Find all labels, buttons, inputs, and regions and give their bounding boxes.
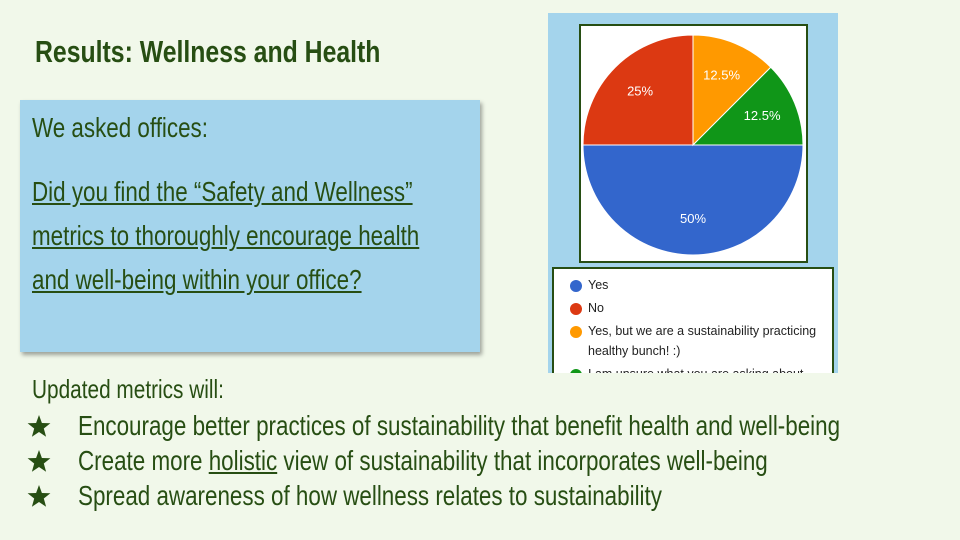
star [27,415,51,437]
legend-swatch [570,326,582,338]
pie-chart: 50% 25% 12.5% 12.5% Yes No Yes, but we are a s… [552,24,834,391]
question-text: Did you find the “Safety and Wellness” m… [32,176,420,295]
question-intro: We asked offices: [32,112,208,143]
slice-label: 25% [627,84,653,99]
legend-swatch [570,303,582,315]
slide-title: Results: Wellness and Health [35,34,381,69]
bullet-text: Create more holistic view of sustainabil… [78,445,768,477]
pie-slice [692,34,772,147]
bullet-text-part: Spread awareness of how wellness relates… [78,480,662,511]
chart-panel: 50% 25% 12.5% 12.5% Yes No Yes, but we are a s… [548,13,838,391]
legend-label: No [588,301,604,315]
slice-label: 12.5% [703,67,740,82]
star-icon [27,450,51,472]
bullet-text-part: Create more [78,445,209,476]
legend-label: Yes [588,278,608,292]
question-box: We asked offices: Did you find the “Safe… [20,100,480,352]
bullet-text-part: Encourage better practices of sustainabi… [78,410,841,441]
bullets-lead: Updated metrics will: [32,374,224,404]
pie-slice [582,144,804,256]
legend-swatch [570,280,582,292]
bullet-text-part: holistic [208,445,278,476]
pie-slice [691,66,804,146]
bullet-text-part: view of sustainability that incorporates… [277,445,768,476]
star [27,450,51,472]
slice-label: 50% [680,211,706,226]
star [27,485,51,507]
bullet-text: Encourage better practices of sustainabi… [78,410,840,442]
legend-label: Yes, but we are a sustainability practic… [588,324,820,358]
slice-label: 12.5% [744,108,781,123]
legend-label: I am unsure what you are asking about [588,367,804,373]
star-icon [27,415,51,437]
pie-slice [582,34,694,146]
legend-frame [552,267,834,391]
star-icon [27,485,51,507]
bullet-text: Spread awareness of how wellness relates… [78,480,662,512]
